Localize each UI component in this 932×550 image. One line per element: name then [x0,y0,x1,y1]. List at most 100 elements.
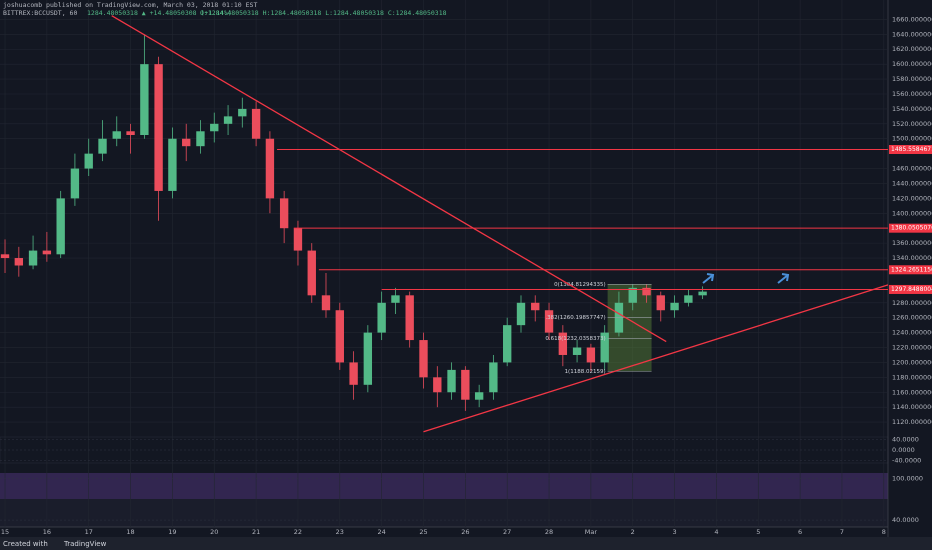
candle-body [251,108,261,139]
candle-body [98,138,107,154]
candle-body [503,325,512,363]
level-tag [889,223,932,233]
candle-body [56,198,65,255]
x-tick-label: 7 [840,528,844,536]
x-tick-label: 21 [252,528,260,536]
candle-body [363,332,373,385]
x-tick-label: 26 [461,528,469,536]
candle-body [698,291,707,296]
x-tick-label: 28 [545,528,553,536]
panel-tick-label: 40.0000 [892,516,919,524]
footer-bar [0,537,932,550]
x-tick-label: 24 [378,528,386,536]
candle-body [265,138,275,199]
candle-body [628,287,637,303]
candle-body [0,254,10,259]
fib-label: 1(1188.02159) [565,369,606,375]
candle-body [405,295,414,341]
x-tick-label: 20 [210,528,218,536]
candle-body [391,295,400,303]
y-tick-label: 1520.00000000 [892,120,932,128]
x-tick-label: Mar [585,528,598,536]
candle-body [656,295,665,311]
x-tick-label: 27 [503,528,511,536]
y-tick-label: 1420.00000000 [892,194,932,202]
panel-tick-label: 100.0000 [892,475,923,483]
y-tick-label: 1140.00000000 [892,403,932,411]
arrow [702,273,715,284]
publisher: joshuacomb published on TradingView.com,… [3,1,257,9]
candle-body [670,302,679,311]
candle-body [558,332,568,355]
x-tick-label: 25 [419,528,427,536]
x-tick-label: 15 [1,528,9,536]
fib-label: 0.618(1232.0358373) [545,336,605,342]
candle-body [642,287,651,296]
candle-body [112,131,121,139]
last-price: 1284.48050318 ▲ +14.48050308 (+1.14%) [87,9,232,17]
candle-body [474,392,484,400]
y-tick-label: 1180.00000000 [892,373,932,381]
candle-body [600,332,609,363]
candle-body [84,153,93,169]
y-tick-label: 1280.00000000 [892,299,932,307]
y-tick-label: 1440.00000000 [892,179,932,187]
y-tick-label: 1620.00000000 [892,45,932,53]
x-tick-label: 4 [714,528,718,536]
candle-body [14,258,24,266]
y-tick-label: 1160.00000000 [892,388,932,396]
level-label: 1485.55846718 [891,146,932,153]
candle-body [433,377,442,393]
level-label: 1297.84880048 [891,286,932,293]
symbol: BITTREX:BCCUSDT, 60 [3,9,77,17]
candle-body [140,64,149,136]
candle-body [684,295,693,303]
panel-tick-label: 40.0000 [892,436,919,444]
candle-body [154,64,163,191]
y-tick-label: 1460.00000000 [892,165,932,173]
candle-body [42,250,52,255]
x-tick-label: 17 [85,528,93,536]
footer-brand[interactable]: TradingView [63,540,107,548]
level-tag [889,265,932,275]
x-tick-label: 18 [126,528,134,536]
candle-body [70,168,80,199]
candle-body [544,310,554,333]
x-tick-label: 16 [43,528,51,536]
level-tag [889,144,932,154]
trend-line [111,15,667,343]
candle-body [349,362,358,385]
candle-body [377,302,386,333]
trend-line [423,284,889,433]
candle-body [321,295,331,311]
ohlc: O:1284.48050318 H:1284.48050318 L:1284.4… [200,9,447,17]
y-tick-label: 1580.00000000 [892,75,932,83]
candle-body [182,138,191,147]
y-tick-label: 1400.00000000 [892,209,932,217]
candle-body [307,250,316,296]
candle-body [516,302,526,326]
x-tick-label: 19 [168,528,176,536]
y-tick-label: 1560.00000000 [892,90,932,98]
y-tick-label: 1120.00000000 [892,418,932,426]
y-tick-label: 1200.00000000 [892,358,932,366]
panel-tick-label: -40.0000 [892,456,921,464]
level-tag [889,284,932,294]
y-tick-label: 1220.00000000 [892,344,932,352]
y-tick-label: 1500.00000000 [892,135,932,143]
candle-body [223,116,233,124]
y-tick-label: 1600.00000000 [892,60,932,68]
candle-body [461,369,470,400]
x-tick-label: 8 [882,528,886,536]
x-tick-label: 23 [336,528,344,536]
candle-body [168,138,177,191]
candle-body [210,123,219,132]
level-label: 1324.26511504 [891,266,932,273]
candle-body [489,362,498,393]
arrow [777,273,790,284]
y-tick-label: 1340.00000000 [892,254,932,262]
level-label: 1380.05050769 [891,225,932,232]
x-tick-label: 6 [798,528,802,536]
candle-body [279,198,289,229]
